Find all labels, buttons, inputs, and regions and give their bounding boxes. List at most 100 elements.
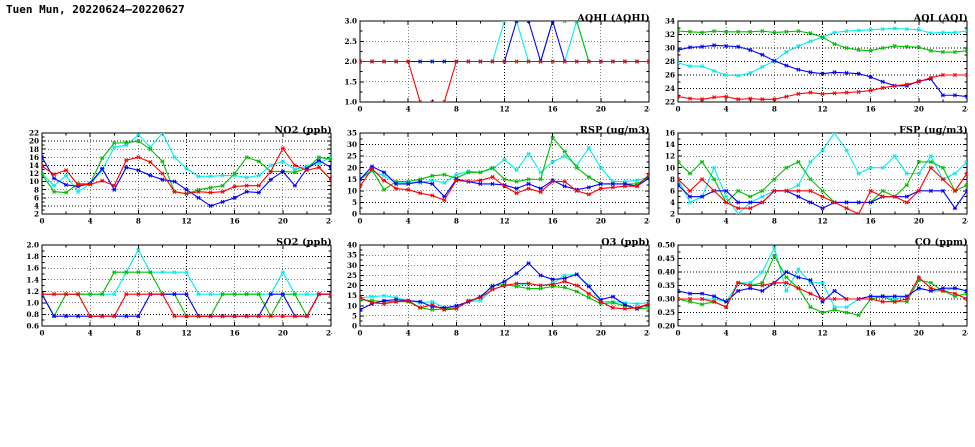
ytick-label: 5 [352, 311, 357, 320]
series-point [904, 182, 909, 188]
series-point [856, 47, 861, 53]
series-point [856, 313, 861, 318]
series-point [268, 169, 273, 174]
series-point [42, 164, 45, 169]
ytick-label: 8 [34, 185, 39, 194]
series-point [526, 21, 531, 24]
series-point [526, 151, 531, 156]
xtick-label: 16 [230, 329, 240, 338]
series-point [904, 296, 909, 302]
xtick-label: 20 [914, 329, 924, 338]
chart-title-rsp: RSP (ug/m3) [579, 125, 650, 136]
series-point [88, 292, 93, 297]
series-point [526, 186, 531, 191]
series-point [916, 27, 921, 32]
chart-panel-no2: NO2 (ppb) 24681012141618202204812162024 [20, 125, 332, 231]
series-point [63, 190, 69, 195]
series-point [687, 96, 693, 101]
series-point [586, 174, 591, 180]
xtick-label: 8 [772, 105, 777, 114]
series-point [160, 270, 165, 275]
series-point [466, 170, 471, 175]
series-point [562, 154, 567, 159]
series-point [454, 59, 459, 64]
xtick-label: 16 [866, 105, 876, 114]
series-point [808, 200, 813, 205]
ytick-label: 2.0 [344, 57, 357, 66]
series-point [784, 269, 789, 275]
series-point [292, 292, 297, 297]
series-point [940, 72, 946, 78]
series-point [646, 176, 649, 181]
series-point [856, 171, 861, 176]
series-point [514, 186, 519, 191]
series-point [748, 29, 753, 34]
ytick-label: 16 [29, 153, 39, 162]
ytick-label: 20 [29, 137, 39, 146]
chart-svg-no2: 24681012141618202204812162024 [29, 129, 332, 226]
chart-svg-o3: 051015202530354004812162024 [347, 241, 650, 338]
series-point [712, 177, 717, 182]
series-point [610, 300, 615, 305]
series-point [724, 304, 729, 310]
xtick-label: 16 [866, 217, 876, 226]
series-point [478, 178, 483, 183]
series-point [736, 188, 741, 193]
series-point [699, 97, 705, 102]
chart-panel-rsp: RSP (ug/m3) 0 5 10 15 20 25 30 35 0 4 8 12 16 20 24 [338, 125, 650, 231]
series-point [304, 314, 310, 319]
ytick-label: 0 [352, 210, 357, 219]
ytick-label: 40 [347, 241, 357, 250]
series-point [844, 28, 849, 34]
series-point [784, 275, 789, 280]
series-point [622, 302, 628, 307]
xtick-label: 12 [181, 217, 191, 226]
series-point [418, 99, 423, 102]
series-point [634, 184, 640, 189]
series-point [88, 182, 93, 187]
series-point [406, 181, 411, 187]
series-point [268, 314, 273, 319]
series-point [892, 43, 897, 49]
series-point [232, 171, 237, 176]
xtick-label: 20 [596, 329, 606, 338]
series-point [256, 292, 261, 297]
series-point [442, 307, 447, 312]
series-point [381, 301, 387, 306]
ytick-label: 30 [665, 44, 675, 53]
series-point [502, 157, 507, 162]
series-point [136, 292, 141, 297]
series-point [430, 193, 435, 198]
series-point [268, 177, 273, 182]
series-point [760, 28, 765, 34]
series-point [796, 194, 801, 199]
series-point [514, 59, 519, 64]
series-point [184, 292, 189, 297]
series-point [952, 188, 958, 193]
series-point [136, 133, 141, 138]
series-point [892, 299, 897, 304]
series-point [736, 97, 741, 102]
chart-svg-co: 0.20 0.25 0.30 0.35 0.40 0.45 0.50 0 4 8 12 16 20 24 [657, 241, 968, 338]
series-point [430, 99, 435, 102]
chart-svg-so2: 0.6 0.8 1.0 1.2 1.4 1.6 1.8 2.0 0 4 8 12 16 20 24 [26, 241, 332, 338]
series-point [502, 283, 507, 288]
series-point [748, 206, 753, 211]
series-point [232, 195, 237, 200]
series-point [220, 173, 225, 178]
series-point [634, 59, 640, 64]
xtick-label: 0 [357, 217, 362, 226]
chart-svg-aqi: 22 24 26 28 30 32 34 0 4 8 12 16 20 24 [665, 17, 968, 114]
series-point [51, 314, 57, 319]
series-point [280, 146, 285, 151]
series-point [964, 288, 967, 294]
series-point [844, 148, 849, 153]
series-point [928, 48, 933, 53]
series-point [124, 270, 129, 275]
series-point [772, 245, 777, 250]
series-point [514, 281, 519, 286]
chart-title-o3: O3 (ppb) [601, 237, 650, 248]
chart-title-co: CO (ppm) [914, 237, 968, 248]
series-point [184, 314, 189, 319]
series-point [784, 94, 789, 99]
